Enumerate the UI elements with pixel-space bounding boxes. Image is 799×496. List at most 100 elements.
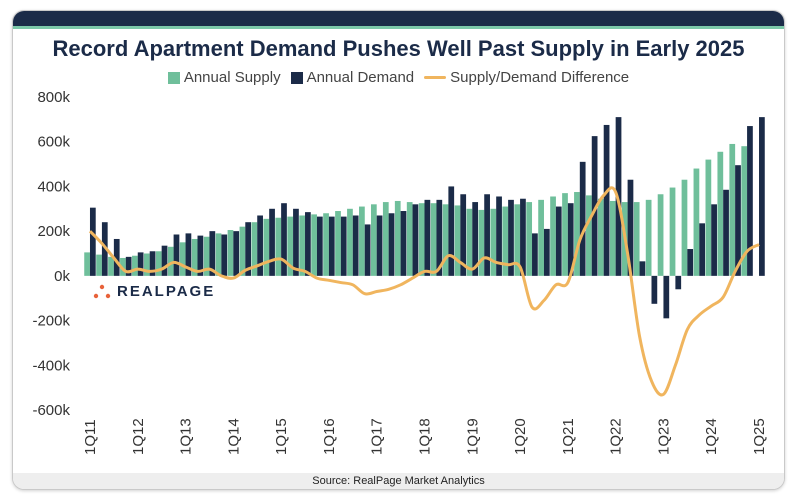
x-tick-label: 1Q14 bbox=[225, 418, 242, 455]
supply-bar bbox=[418, 203, 425, 276]
legend-label-demand: Annual Demand bbox=[306, 69, 415, 86]
demand-bar bbox=[245, 222, 252, 276]
supply-bar bbox=[574, 192, 580, 276]
x-tick-label: 1Q15 bbox=[273, 418, 290, 455]
supply-bar bbox=[442, 204, 449, 276]
supply-bar bbox=[382, 202, 389, 276]
supply-bar bbox=[215, 233, 222, 276]
demand-bar bbox=[436, 199, 443, 276]
supply-bar bbox=[550, 196, 556, 276]
y-tick-label: -600k bbox=[32, 402, 70, 419]
demand-bar bbox=[747, 126, 753, 276]
y-tick-label: 200k bbox=[37, 223, 70, 240]
demand-bar bbox=[161, 245, 168, 276]
supply-bar bbox=[466, 208, 473, 276]
demand-bar bbox=[508, 199, 514, 276]
demand-bar bbox=[328, 216, 335, 276]
demand-bar bbox=[388, 213, 395, 276]
x-tick-label: 1Q11 bbox=[82, 419, 99, 455]
demand-bar bbox=[591, 136, 598, 276]
demand-bar bbox=[125, 256, 132, 276]
y-tick-label: 400k bbox=[37, 178, 70, 195]
x-tick-label: 1Q16 bbox=[321, 418, 338, 455]
supply-bar bbox=[227, 230, 234, 276]
supply-bar bbox=[155, 251, 162, 276]
demand-bar bbox=[603, 124, 610, 276]
supply-bar bbox=[741, 146, 748, 276]
demand-bar bbox=[197, 235, 204, 276]
supply-bar bbox=[359, 206, 365, 276]
supply-bar bbox=[394, 200, 401, 276]
supply-bar bbox=[203, 236, 210, 276]
demand-bar bbox=[532, 233, 538, 276]
supply-bar bbox=[502, 206, 509, 276]
demand-bar bbox=[520, 198, 526, 276]
supply-bar bbox=[705, 159, 712, 276]
legend-swatch-demand bbox=[290, 71, 303, 84]
supply-bar bbox=[132, 255, 138, 276]
realpage-logo-text: REALPAGE bbox=[117, 283, 216, 300]
demand-bar bbox=[185, 233, 192, 276]
supply-bar bbox=[538, 199, 544, 276]
demand-bar bbox=[316, 216, 323, 276]
difference-line bbox=[88, 186, 760, 397]
demand-bar bbox=[675, 275, 682, 290]
demand-bar bbox=[579, 161, 586, 276]
demand-bar bbox=[484, 194, 490, 276]
demand-bar bbox=[412, 204, 419, 276]
supply-bar bbox=[191, 238, 198, 276]
legend: Annual Supply Annual Demand Supply/Deman… bbox=[13, 69, 784, 86]
supply-bar bbox=[335, 211, 341, 276]
supply-bar bbox=[370, 204, 377, 276]
supply-bar bbox=[717, 151, 724, 276]
supply-bar bbox=[311, 214, 317, 276]
supply-bar bbox=[108, 256, 114, 276]
legend-item-difference: Supply/Demand Difference bbox=[424, 69, 629, 86]
x-tick-label: 1Q25 bbox=[751, 418, 768, 455]
demand-bar bbox=[555, 206, 562, 276]
x-tick-label: 1Q21 bbox=[560, 418, 577, 455]
supply-bar bbox=[478, 209, 485, 276]
demand-bar bbox=[281, 203, 287, 276]
x-tick-label: 1Q24 bbox=[703, 418, 720, 455]
supply-bar bbox=[143, 253, 150, 276]
demand-bar bbox=[663, 275, 670, 319]
demand-bar bbox=[400, 211, 407, 276]
demand-bar bbox=[651, 275, 658, 304]
y-tick-label: -200k bbox=[32, 313, 70, 330]
demand-bar bbox=[735, 165, 741, 276]
supply-bar bbox=[669, 187, 676, 276]
demand-bar bbox=[364, 224, 371, 276]
demand-bar bbox=[221, 234, 228, 276]
top-banner bbox=[13, 11, 784, 26]
demand-bar bbox=[293, 208, 299, 276]
demand-bar bbox=[723, 189, 729, 276]
demand-bar bbox=[543, 228, 550, 276]
supply-bar bbox=[323, 213, 329, 276]
source-footer: Source: RealPage Market Analytics bbox=[13, 473, 784, 489]
x-tick-label: 1Q20 bbox=[512, 418, 529, 455]
supply-bar bbox=[239, 226, 246, 276]
y-tick-label: 0k bbox=[54, 268, 70, 285]
chart-card: Record Apartment Demand Pushes Well Past… bbox=[12, 10, 785, 490]
demand-bar bbox=[448, 186, 455, 276]
demand-bar bbox=[627, 179, 634, 276]
legend-swatch-supply bbox=[167, 71, 180, 84]
demand-bar bbox=[759, 117, 765, 276]
demand-bar bbox=[639, 261, 646, 276]
supply-bar bbox=[681, 179, 688, 276]
supply-bar bbox=[179, 242, 186, 276]
x-tick-label: 1Q19 bbox=[464, 418, 481, 455]
demand-bar bbox=[376, 215, 383, 276]
supply-bar bbox=[347, 208, 353, 276]
supply-bar bbox=[562, 193, 568, 276]
demand-bar bbox=[460, 194, 467, 276]
supply-bar bbox=[120, 257, 126, 276]
demand-bar bbox=[340, 216, 347, 276]
realpage-logo: REALPAGE bbox=[93, 283, 215, 300]
legend-swatch-difference bbox=[424, 76, 447, 79]
x-tick-label: 1Q12 bbox=[130, 418, 147, 455]
supply-bar bbox=[263, 218, 270, 276]
supply-bar bbox=[657, 194, 664, 276]
supply-bar bbox=[96, 254, 102, 276]
